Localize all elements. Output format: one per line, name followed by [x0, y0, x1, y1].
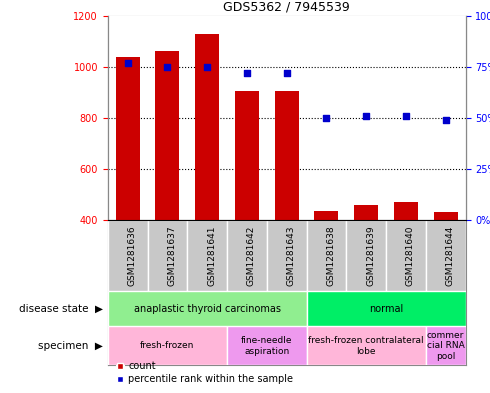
Bar [116, 57, 140, 220]
Bar [147, 220, 187, 291]
Text: GSM1281642: GSM1281642 [247, 226, 256, 286]
Text: GSM1281643: GSM1281643 [287, 226, 295, 286]
Bar [187, 220, 227, 291]
Text: specimen  ▶: specimen ▶ [38, 341, 103, 351]
Text: GSM1281639: GSM1281639 [366, 226, 375, 286]
Text: GSM1281641: GSM1281641 [207, 226, 216, 286]
Text: fine-needle
aspiration: fine-needle aspiration [241, 336, 293, 356]
Bar [315, 211, 338, 220]
Text: commer
cial RNA
pool: commer cial RNA pool [427, 331, 465, 361]
Bar [426, 326, 466, 365]
Bar [235, 91, 259, 220]
Bar [426, 220, 466, 291]
Legend: count, percentile rank within the sample: count, percentile rank within the sample [113, 358, 297, 388]
Point [243, 70, 251, 76]
Point [441, 117, 449, 123]
Bar [394, 202, 418, 220]
Bar [386, 220, 426, 291]
Bar [267, 220, 307, 291]
Text: GSM1281644: GSM1281644 [445, 226, 455, 286]
Bar [195, 33, 219, 220]
Bar [108, 291, 307, 326]
Text: normal: normal [369, 303, 403, 314]
Text: GSM1281640: GSM1281640 [406, 226, 415, 286]
Text: GSM1281636: GSM1281636 [128, 226, 137, 286]
Bar [307, 220, 346, 291]
Bar [227, 220, 267, 291]
Text: fresh-frozen contralateral
lobe: fresh-frozen contralateral lobe [308, 336, 424, 356]
Point [203, 64, 211, 70]
Point [283, 70, 291, 76]
Bar [354, 205, 378, 220]
Point [362, 113, 370, 119]
Bar [227, 326, 307, 365]
Bar [108, 326, 227, 365]
Text: GSM1281637: GSM1281637 [168, 226, 176, 286]
Bar [434, 212, 458, 220]
Text: fresh-frozen: fresh-frozen [140, 342, 195, 350]
Text: disease state  ▶: disease state ▶ [19, 303, 103, 314]
Point [322, 115, 330, 121]
Point [124, 60, 132, 66]
Point [402, 113, 410, 119]
Bar [346, 220, 386, 291]
Text: GSM1281638: GSM1281638 [326, 226, 335, 286]
Bar [155, 51, 179, 220]
Title: GDS5362 / 7945539: GDS5362 / 7945539 [223, 0, 350, 13]
Point [164, 64, 171, 70]
Bar [108, 220, 147, 291]
Text: anaplastic thyroid carcinomas: anaplastic thyroid carcinomas [134, 303, 281, 314]
Bar [307, 326, 426, 365]
Bar [307, 291, 466, 326]
Bar [275, 91, 298, 220]
